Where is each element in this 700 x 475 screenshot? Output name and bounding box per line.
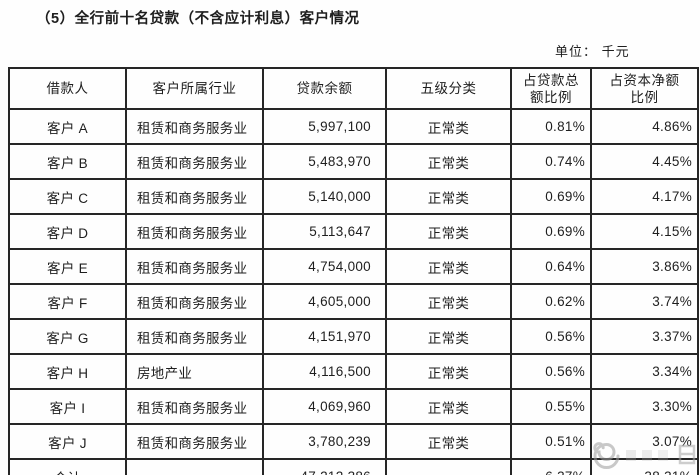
table-row: 客户 E 租赁和商务服务业 4,754,000 正常类 0.64% 3.86%: [8, 248, 699, 285]
cell-borrower: 客户 C: [8, 178, 127, 215]
table-row: 客户 A 租赁和商务服务业 5,997,100 正常类 0.81% 4.86%: [8, 108, 699, 145]
cell-pct-capital-sum: 38.31%: [590, 458, 699, 475]
page-title: （5）全行前十名贷款（不含应计利息）客户情况: [36, 11, 360, 27]
cell-borrower: 客户 I: [8, 388, 127, 425]
cell-borrower: 客户 E: [8, 248, 127, 285]
cell-classification: 正常类: [385, 178, 512, 215]
cell-pct-total: 0.62%: [510, 283, 592, 320]
table-row: 客户 D 租赁和商务服务业 5,113,647 正常类 0.69% 4.15%: [8, 213, 699, 250]
cell-borrower: 客户 B: [8, 143, 127, 180]
cell-industry: 租赁和商务服务业: [125, 178, 264, 215]
cell-balance: 4,605,000: [262, 283, 387, 320]
cell-balance-total: 47,212,386: [262, 458, 387, 475]
cell-industry: 租赁和商务服务业: [125, 213, 264, 250]
cell-pct-capital: 3.07%: [590, 423, 699, 460]
header-balance: 贷款余额: [262, 67, 387, 110]
cell-pct-total: 0.69%: [510, 178, 592, 215]
header-pct-capital: 占资本净额 比例: [590, 67, 699, 110]
cell-classification: 正常类: [385, 318, 512, 355]
cell-borrower: 客户 D: [8, 213, 127, 250]
cell-classification: 正常类: [385, 388, 512, 425]
table-row: 客户 C 租赁和商务服务业 5,140,000 正常类 0.69% 4.17%: [8, 178, 699, 215]
cell-industry: 租赁和商务服务业: [125, 318, 264, 355]
table-row: 客户 B 租赁和商务服务业 5,483,970 正常类 0.74% 4.45%: [8, 143, 699, 180]
cell-industry: 房地产业: [125, 353, 264, 390]
cell-pct-capital: 3.34%: [590, 353, 699, 390]
cell-classification: 正常类: [385, 353, 512, 390]
header-classification: 五级分类: [385, 67, 512, 110]
header-pct-total: 占贷款总 额比例: [510, 67, 592, 110]
cell-borrower: 客户 F: [8, 283, 127, 320]
cell-pct-capital: 4.17%: [590, 178, 699, 215]
cell-pct-capital: 3.37%: [590, 318, 699, 355]
table-row: 客户 H 房地产业 4,116,500 正常类 0.56% 3.34%: [8, 353, 699, 390]
header-borrower: 借款人: [8, 67, 127, 110]
cell-pct-total: 0.81%: [510, 108, 592, 145]
cell-balance: 4,069,960: [262, 388, 387, 425]
cell-balance: 4,151,970: [262, 318, 387, 355]
cell-borrower: 客户 A: [8, 108, 127, 145]
cell-pct-total: 0.69%: [510, 213, 592, 250]
cell-classification: 正常类: [385, 143, 512, 180]
cell-borrower: 客户 H: [8, 353, 127, 390]
cell-pct-capital: 3.74%: [590, 283, 699, 320]
header-pct-total-line1: 占贷款总: [523, 72, 579, 88]
cell-classification: 正常类: [385, 213, 512, 250]
cell-pct-total: 0.74%: [510, 143, 592, 180]
cell-industry: 租赁和商务服务业: [125, 283, 264, 320]
top-ten-loans-table: 借款人 客户所属行业 贷款余额 五级分类 占贷款总 额比例 占资本净额 比例 客户 …: [8, 67, 699, 475]
cell-classification: [385, 458, 512, 475]
cell-industry: 租赁和商务服务业: [125, 388, 264, 425]
cell-balance: 3,780,239: [262, 423, 387, 460]
cell-classification: 正常类: [385, 248, 512, 285]
cell-pct-capital: 4.86%: [590, 108, 699, 145]
total-row: 合计 47,212,386 6.37% 38.31%: [8, 458, 699, 475]
cell-balance: 5,483,970: [262, 143, 387, 180]
header-pct-capital-line1: 占资本净额: [609, 72, 680, 88]
cell-industry: 租赁和商务服务业: [125, 248, 264, 285]
cell-borrower-total: 合计: [8, 458, 127, 475]
table-row: 客户 J 租赁和商务服务业 3,780,239 正常类 0.51% 3.07%: [8, 423, 699, 460]
unit-label: 单位： 千元: [555, 44, 630, 59]
header-pct-capital-line2: 比例: [630, 89, 659, 105]
cell-classification: 正常类: [385, 283, 512, 320]
cell-industry: 租赁和商务服务业: [125, 143, 264, 180]
cell-balance: 5,997,100: [262, 108, 387, 145]
cell-balance: 4,754,000: [262, 248, 387, 285]
header-industry: 客户所属行业: [125, 67, 264, 110]
cell-classification: 正常类: [385, 108, 512, 145]
cell-industry: 租赁和商务服务业: [125, 423, 264, 460]
cell-classification: 正常类: [385, 423, 512, 460]
cell-borrower: 客户 G: [8, 318, 127, 355]
table-row: 客户 F 租赁和商务服务业 4,605,000 正常类 0.62% 3.74%: [8, 283, 699, 320]
cell-pct-capital: 3.30%: [590, 388, 699, 425]
cell-industry: [125, 458, 264, 475]
cell-balance: 5,140,000: [262, 178, 387, 215]
cell-industry: 租赁和商务服务业: [125, 108, 264, 145]
header-pct-total-line2: 额比例: [530, 89, 572, 105]
cell-pct-total: 0.56%: [510, 318, 592, 355]
cell-pct-capital: 3.86%: [590, 248, 699, 285]
cell-pct-total: 0.51%: [510, 423, 592, 460]
table-row: 客户 I 租赁和商务服务业 4,069,960 正常类 0.55% 3.30%: [8, 388, 699, 425]
cell-pct-total: 0.55%: [510, 388, 592, 425]
cell-borrower: 客户 J: [8, 423, 127, 460]
cell-pct-total-sum: 6.37%: [510, 458, 592, 475]
cell-pct-capital: 4.15%: [590, 213, 699, 250]
table-row: 客户 G 租赁和商务服务业 4,151,970 正常类 0.56% 3.37%: [8, 318, 699, 355]
cell-pct-capital: 4.45%: [590, 143, 699, 180]
cell-pct-total: 0.56%: [510, 353, 592, 390]
cell-balance: 5,113,647: [262, 213, 387, 250]
header-row: 借款人 客户所属行业 贷款余额 五级分类 占贷款总 额比例 占资本净额 比例: [8, 67, 699, 110]
cell-pct-total: 0.64%: [510, 248, 592, 285]
cell-balance: 4,116,500: [262, 353, 387, 390]
